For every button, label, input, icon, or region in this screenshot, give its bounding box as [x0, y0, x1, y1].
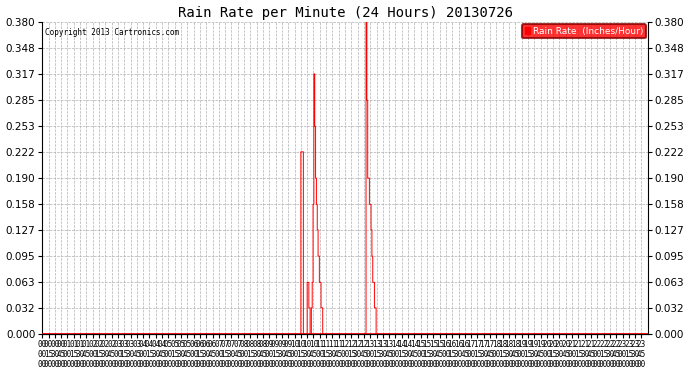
- Title: Rain Rate per Minute (24 Hours) 20130726: Rain Rate per Minute (24 Hours) 20130726: [177, 6, 513, 20]
- Text: Copyright 2013 Cartronics.com: Copyright 2013 Cartronics.com: [46, 28, 179, 38]
- Legend: Rain Rate  (Inches/Hour): Rain Rate (Inches/Hour): [522, 24, 646, 38]
